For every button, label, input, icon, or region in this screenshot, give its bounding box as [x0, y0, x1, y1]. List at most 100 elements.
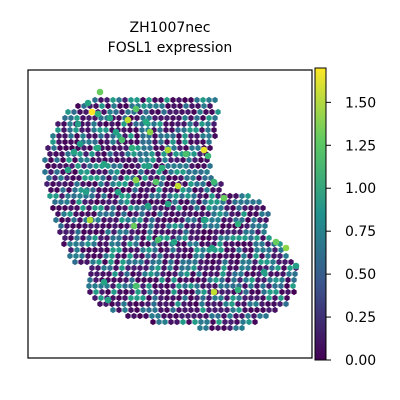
tissue-spot [164, 138, 170, 146]
tissue-spot [100, 270, 106, 278]
tissue-spot [121, 210, 127, 218]
tissue-spot [129, 276, 135, 284]
tissue-spot [189, 276, 195, 284]
tissue-spot [134, 204, 140, 212]
tissue-spot [215, 192, 221, 200]
tissue-spot [104, 204, 110, 212]
tissue-spot [261, 288, 267, 296]
tissue-spot [257, 216, 263, 224]
tissue-spot [52, 198, 58, 206]
tissue-spot [168, 156, 174, 164]
tissue-spot [259, 252, 265, 260]
tissue-spot [116, 282, 122, 290]
chart-title: ZH1007nec [130, 20, 211, 36]
tissue-spot [266, 306, 272, 314]
tissue-spot [139, 126, 145, 134]
tissue-spot [140, 234, 146, 242]
tissue-spot [106, 270, 112, 278]
tissue-spot [170, 132, 176, 140]
tissue-spot [93, 102, 99, 110]
tissue-spot [104, 132, 110, 140]
tissue-spot [204, 186, 210, 194]
tissue-spot [255, 228, 261, 236]
tissue-spot [108, 168, 114, 176]
tissue-spot [172, 174, 178, 182]
tissue-spot [170, 294, 176, 302]
tissue-spot [136, 198, 142, 206]
tissue-spot [182, 306, 188, 314]
tissue-spot [206, 306, 212, 314]
tissue-spot [200, 114, 206, 122]
tissue-spot [257, 264, 263, 272]
tissue-spot [140, 204, 146, 212]
tissue-spot [233, 264, 239, 272]
tissue-spot [112, 198, 118, 206]
tissue-spot [145, 252, 151, 260]
tissue-spot [121, 240, 127, 248]
tissue-spot [134, 294, 140, 302]
tissue-spot [106, 174, 112, 182]
tissue-spot [196, 270, 202, 278]
tissue-spot [205, 126, 211, 134]
tissue-spot [224, 246, 230, 254]
tissue-spot [60, 186, 66, 194]
tissue-spot [86, 138, 92, 146]
expression-spot [96, 88, 104, 96]
tissue-spot [201, 288, 207, 296]
tissue-spot [173, 216, 179, 224]
tissue-spot [212, 282, 218, 290]
tissue-spot [72, 258, 78, 266]
tissue-spot [260, 204, 266, 212]
tissue-spot [163, 120, 169, 128]
tissue-spot [277, 300, 283, 308]
tissue-spot [172, 270, 178, 278]
tissue-spot [171, 102, 177, 110]
tissue-spot [165, 288, 171, 296]
tissue-spot [140, 132, 146, 140]
tissue-spot [143, 192, 149, 200]
tissue-spot [250, 270, 256, 278]
expression-spot [200, 216, 208, 224]
tissue-spot [102, 186, 108, 194]
tissue-spot [173, 312, 179, 320]
tissue-spot [225, 228, 231, 236]
tissue-spot [182, 204, 188, 212]
tissue-spot [273, 288, 279, 296]
tissue-spot [212, 234, 218, 242]
tissue-spot [198, 168, 204, 176]
tissue-spot [120, 156, 126, 164]
tissue-spot [238, 270, 244, 278]
tissue-spot [66, 186, 72, 194]
tissue-spot [229, 300, 235, 308]
tissue-spot [249, 276, 255, 284]
tissue-spot [184, 198, 190, 206]
tissue-spot [200, 306, 206, 314]
tissue-spot [64, 198, 70, 206]
tissue-spot [287, 264, 293, 272]
tissue-spot [146, 234, 152, 242]
tissue-spot [181, 120, 187, 128]
tissue-spot [124, 198, 130, 206]
expression-spot [210, 178, 218, 186]
tissue-spot [65, 150, 71, 158]
tissue-spot [227, 192, 233, 200]
tissue-spot [158, 282, 164, 290]
tissue-spot [229, 210, 235, 218]
tissue-spot [108, 258, 114, 266]
tissue-spot [132, 186, 138, 194]
tissue-spot [123, 102, 129, 110]
tissue-spot [162, 318, 168, 326]
tissue-spot [176, 132, 182, 140]
tissue-spot [142, 222, 148, 230]
tissue-spot [116, 114, 122, 122]
tissue-spot [221, 312, 227, 320]
tissue-spot [71, 216, 77, 224]
tissue-spot [97, 252, 103, 260]
tissue-spot [125, 150, 131, 158]
tissue-spot [246, 318, 252, 326]
tissue-spot [61, 126, 67, 134]
tissue-spot [149, 312, 155, 320]
tissue-spot [124, 174, 130, 182]
tissue-spot [84, 168, 90, 176]
tissue-spot [97, 126, 103, 134]
